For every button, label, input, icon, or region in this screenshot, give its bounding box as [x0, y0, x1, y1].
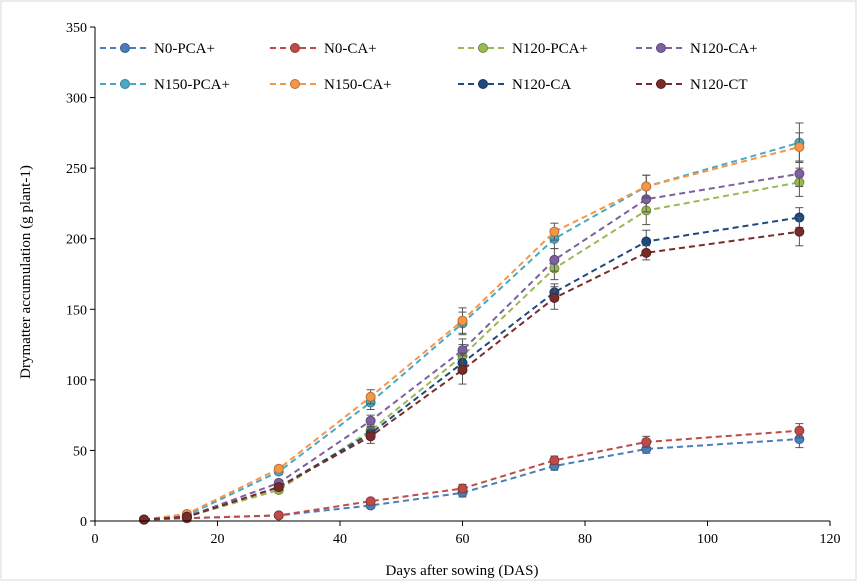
- data-point: [273, 510, 284, 521]
- y-tick-label: 0: [80, 515, 87, 530]
- data-point: [549, 455, 560, 466]
- data-point: [365, 415, 376, 426]
- y-axis-title: Drymatter accumulation (g plant-1): [18, 165, 34, 379]
- legend-label: N150-CA+: [324, 77, 392, 93]
- x-tick-label: 40: [333, 532, 347, 547]
- series-N120-CT: [139, 217, 805, 525]
- data-point: [549, 292, 560, 303]
- y-tick-label: 350: [66, 21, 87, 36]
- data-point: [457, 315, 468, 326]
- data-point: [794, 425, 805, 436]
- x-tick-label: 120: [820, 532, 841, 547]
- legend-swatch-marker: [656, 43, 666, 53]
- legend: N0-PCA+ N0-CA+ N120-PCA+ N120-CA+ N150-PCA+ N…: [100, 41, 758, 93]
- data-point: [273, 463, 284, 474]
- x-tick-label: 20: [211, 532, 225, 547]
- series-line: [143, 141, 800, 521]
- legend-item: N0-CA+: [270, 41, 377, 57]
- data-point: [794, 141, 805, 152]
- legend-swatch-marker: [656, 79, 666, 89]
- data-point: [641, 436, 652, 447]
- legend-label: N150-PCA+: [154, 77, 230, 93]
- data-point: [365, 496, 376, 507]
- legend-swatch-marker: [120, 43, 130, 53]
- data-point: [794, 226, 805, 237]
- y-axis-ticks: 0 50 100 150 200 250 300 350: [66, 21, 95, 530]
- data-point: [549, 254, 560, 265]
- legend-label: N0-CA+: [324, 41, 377, 57]
- legend-swatch-marker: [290, 79, 300, 89]
- data-point: [641, 247, 652, 258]
- legend-label: N120-CT: [690, 77, 748, 93]
- data-point: [457, 483, 468, 494]
- data-point: [457, 364, 468, 375]
- legend-swatch-marker: [120, 79, 130, 89]
- series-line: [143, 216, 800, 521]
- legend-label: N120-PCA+: [512, 41, 588, 57]
- data-point: [365, 391, 376, 402]
- legend-item: N120-CA+: [636, 41, 758, 57]
- legend-item: N120-CT: [636, 77, 748, 93]
- legend-label: N120-CA+: [690, 41, 758, 57]
- data-point: [641, 236, 652, 247]
- legend-item: N150-PCA+: [100, 77, 230, 93]
- y-tick-label: 50: [73, 444, 87, 459]
- legend-swatch-marker: [478, 43, 488, 53]
- series-layer: [139, 122, 805, 525]
- y-tick-label: 200: [66, 233, 87, 248]
- data-point: [139, 514, 149, 525]
- x-tick-label: 0: [92, 532, 99, 547]
- y-tick-label: 100: [66, 374, 87, 389]
- y-tick-label: 300: [66, 92, 87, 107]
- y-tick-label: 250: [66, 162, 87, 177]
- data-point: [549, 226, 560, 237]
- data-point: [641, 181, 652, 192]
- series-line: [143, 438, 800, 521]
- x-tick-label: 60: [456, 532, 470, 547]
- legend-item: N120-PCA+: [458, 41, 588, 57]
- legend-label: N120-CA: [512, 77, 571, 93]
- x-tick-label: 80: [578, 532, 592, 547]
- series-line: [143, 429, 800, 521]
- legend-item: N150-CA+: [270, 77, 392, 93]
- x-axis-ticks: 0 20 40 60 80 100 120: [92, 521, 841, 547]
- legend-swatch-marker: [478, 79, 488, 89]
- x-axis-title: Days after sowing (DAS): [386, 563, 539, 579]
- data-point: [365, 431, 376, 442]
- series-line: [143, 181, 800, 521]
- legend-swatch-marker: [290, 43, 300, 53]
- y-tick-label: 150: [66, 303, 87, 318]
- x-tick-label: 100: [697, 532, 718, 547]
- data-point: [794, 168, 805, 179]
- data-point: [181, 511, 192, 522]
- legend-label: N0-PCA+: [154, 41, 215, 57]
- data-point: [273, 482, 284, 493]
- series-line: [143, 230, 800, 521]
- series-line: [143, 146, 800, 521]
- legend-item: N120-CA: [458, 77, 571, 93]
- legend-item: N0-PCA+: [100, 41, 215, 57]
